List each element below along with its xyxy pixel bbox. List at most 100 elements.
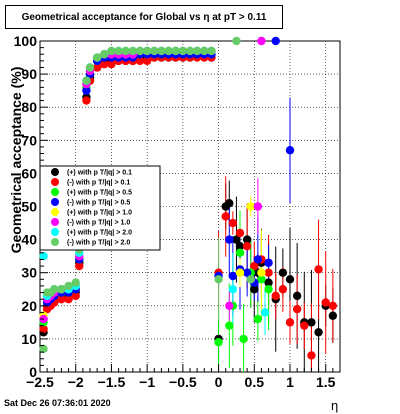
data-point: [264, 278, 273, 287]
y-tick-label: 30: [21, 265, 37, 281]
data-point: [239, 334, 248, 344]
data-point: [246, 202, 255, 211]
x-tick-label: 1: [286, 374, 294, 390]
y-axis-label: Geometrical acceptance (%): [8, 66, 24, 254]
data-point: [85, 63, 95, 72]
data-point: [228, 218, 238, 228]
legend-box: [39, 165, 161, 251]
data-point: [264, 285, 273, 294]
data-point: [221, 212, 230, 221]
legend-marker: [51, 208, 59, 216]
data-point: [214, 275, 223, 284]
legend-entry: (+) with p T/|q| > 0.5: [67, 190, 132, 197]
y-tick-label: 70: [21, 132, 37, 148]
axis-ticks: −2.5 −2 −1.5 −1 −0.5 0 0.5 1 1.5 0 10 20 30 40 50 60 70 8…: [14, 33, 336, 390]
data-point: [178, 46, 188, 56]
data-point: [57, 285, 66, 294]
legend-marker: [51, 218, 59, 226]
data-point: [114, 46, 123, 56]
data-point: [285, 146, 295, 155]
data-point: [228, 271, 238, 281]
x-tick-label: −2.5: [26, 374, 54, 390]
data-point: [214, 338, 223, 347]
data-point: [164, 46, 173, 56]
legend-marker: [51, 238, 59, 246]
data-point: [321, 298, 330, 307]
data-point: [192, 46, 202, 56]
data-point: [225, 198, 234, 208]
data-point: [107, 59, 116, 69]
data-point: [207, 46, 216, 56]
data-point: [82, 96, 91, 105]
x-tick-label: −1.5: [98, 374, 126, 390]
data-point: [157, 46, 166, 56]
legend: (+) with p T/|q| > 0.1 (-) with p T/|q| >…: [39, 165, 161, 251]
data-point: [250, 261, 259, 271]
y-tick-label: 20: [21, 298, 37, 314]
data-point: [57, 294, 66, 304]
data-point: [328, 311, 338, 320]
data-point: [242, 242, 252, 251]
data-points: [39, 36, 338, 360]
x-tick-label: −2: [68, 374, 84, 390]
legend-marker: [51, 168, 59, 176]
data-point: [39, 344, 48, 354]
data-point: [92, 53, 102, 62]
data-point: [100, 59, 109, 69]
data-point: [257, 36, 266, 46]
y-tick-label: 60: [21, 165, 37, 181]
legend-entry: (+) with p T/|q| > 1.0: [67, 210, 132, 217]
y-tick-label: 90: [21, 66, 37, 82]
data-point: [235, 248, 245, 258]
data-point: [278, 285, 288, 294]
data-point: [253, 255, 263, 264]
data-point: [100, 50, 109, 59]
data-point: [260, 308, 270, 317]
data-point: [292, 304, 302, 314]
data-point: [228, 285, 238, 294]
x-tick-label: −0.5: [169, 374, 197, 390]
data-point: [257, 275, 266, 284]
data-point: [314, 328, 323, 337]
data-point: [225, 235, 234, 244]
data-point: [142, 56, 152, 66]
legend-marker: [51, 198, 59, 206]
data-point: [314, 265, 323, 274]
data-point: [128, 46, 138, 56]
chart-title: Geometrical acceptance for Global vs η a…: [5, 5, 283, 29]
data-point: [64, 281, 73, 291]
y-tick-label: 40: [21, 232, 37, 248]
data-point: [242, 268, 252, 277]
y-tick-label: 0: [29, 364, 37, 380]
data-point: [264, 268, 273, 277]
legend-entry: (+) with p T/|q| > 2.0: [67, 230, 132, 237]
data-point: [242, 235, 252, 244]
data-point: [64, 294, 73, 304]
data-point: [39, 251, 48, 261]
legend-entry: (+) with p T/|q| > 0.1: [67, 170, 132, 177]
data-point: [264, 258, 273, 267]
x-tick-label: 0: [215, 374, 223, 390]
data-point: [121, 46, 130, 56]
data-point: [246, 275, 255, 284]
data-point: [135, 46, 145, 56]
y-tick-label: 80: [21, 99, 37, 115]
data-point: [235, 242, 245, 251]
data-point: [253, 314, 263, 324]
y-tick-label: 50: [21, 199, 37, 215]
data-point: [185, 46, 195, 56]
data-point: [200, 46, 209, 56]
data-point: [225, 301, 234, 310]
data-point: [253, 202, 263, 211]
data-point: [300, 321, 309, 330]
data-point: [271, 291, 280, 301]
data-point: [232, 36, 241, 46]
data-point: [150, 46, 159, 56]
data-point: [71, 291, 80, 301]
data-point: [171, 46, 180, 56]
data-point: [235, 268, 245, 277]
data-point: [82, 86, 91, 95]
data-point: [307, 318, 316, 327]
data-point: [71, 278, 80, 287]
